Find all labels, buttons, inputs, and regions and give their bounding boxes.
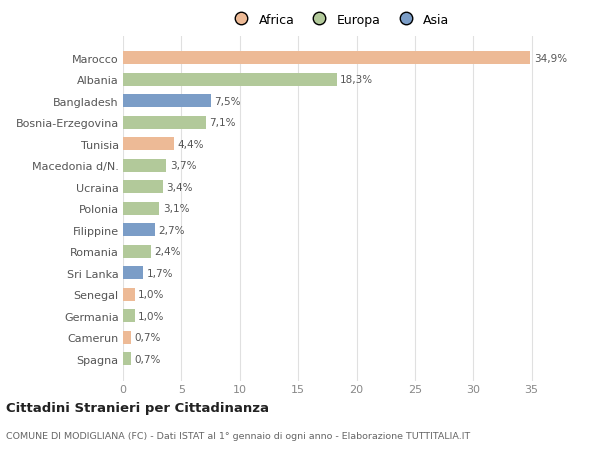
Text: 3,4%: 3,4% — [166, 182, 193, 192]
Bar — [123, 95, 211, 108]
Text: 34,9%: 34,9% — [534, 54, 567, 64]
Bar — [123, 245, 151, 258]
Text: 0,7%: 0,7% — [134, 354, 161, 364]
Bar — [123, 202, 159, 215]
Bar — [123, 52, 530, 65]
Bar — [123, 117, 206, 129]
Legend: Africa, Europa, Asia: Africa, Europa, Asia — [223, 9, 455, 32]
Bar — [123, 331, 131, 344]
Bar — [123, 353, 131, 365]
Text: 7,5%: 7,5% — [214, 97, 241, 106]
Text: 0,7%: 0,7% — [134, 332, 161, 342]
Text: 1,7%: 1,7% — [146, 268, 173, 278]
Bar — [123, 288, 134, 301]
Bar — [123, 160, 166, 173]
Text: 1,0%: 1,0% — [138, 311, 164, 321]
Bar — [123, 74, 337, 87]
Bar — [123, 224, 155, 237]
Bar — [123, 181, 163, 194]
Text: 4,4%: 4,4% — [178, 140, 205, 150]
Text: 3,1%: 3,1% — [163, 204, 189, 214]
Text: 3,7%: 3,7% — [170, 161, 196, 171]
Bar — [123, 309, 134, 323]
Text: 7,1%: 7,1% — [209, 118, 236, 128]
Text: 18,3%: 18,3% — [340, 75, 373, 85]
Text: 1,0%: 1,0% — [138, 290, 164, 300]
Text: 2,4%: 2,4% — [155, 247, 181, 257]
Text: 2,7%: 2,7% — [158, 225, 185, 235]
Text: Cittadini Stranieri per Cittadinanza: Cittadini Stranieri per Cittadinanza — [6, 401, 269, 414]
Bar — [123, 138, 175, 151]
Text: COMUNE DI MODIGLIANA (FC) - Dati ISTAT al 1° gennaio di ogni anno - Elaborazione: COMUNE DI MODIGLIANA (FC) - Dati ISTAT a… — [6, 431, 470, 440]
Bar — [123, 267, 143, 280]
